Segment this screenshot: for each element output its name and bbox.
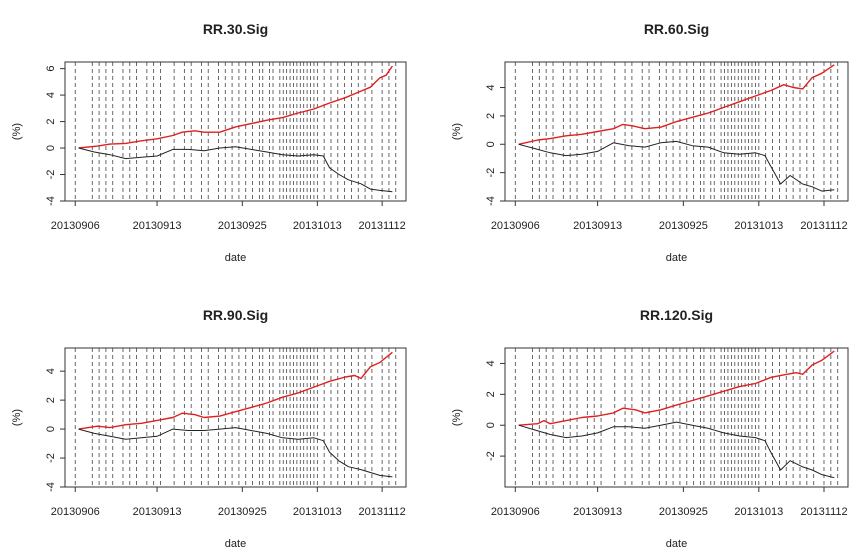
series-line-2: [78, 146, 393, 193]
x-tick-label: 20130913: [573, 220, 622, 232]
y-tick-label: -4: [45, 482, 57, 492]
x-tick-label: 20131013: [293, 220, 342, 232]
y-tick-label: 4: [45, 92, 57, 98]
y-tick-label: -4: [45, 196, 57, 206]
y-tick-label: 0: [45, 145, 57, 151]
x-axis-label: date: [666, 538, 687, 550]
y-axis-label: (%): [11, 123, 23, 140]
y-tick-label: 4: [485, 84, 497, 90]
chart-title: RR.60.Sig: [644, 21, 709, 37]
y-tick-label: -2: [45, 453, 57, 463]
y-tick-label: 0: [45, 426, 57, 432]
series-line-1: [518, 64, 835, 145]
series-line-2: [518, 421, 835, 479]
series-line-1: [78, 65, 393, 149]
y-axis-label: (%): [451, 409, 463, 426]
chart-panel-1: RR.30.Sig -4 -2 0 2 4 6 (%) 20130906 20130913 2013…: [11, 21, 407, 264]
x-axis-label: date: [225, 252, 246, 264]
y-axis-label: (%): [451, 123, 463, 140]
x-tick-label: 20131112: [358, 506, 405, 518]
y-tick-label: 2: [485, 113, 497, 119]
y-tick-label: -2: [485, 451, 497, 461]
y-tick-label: 2: [45, 119, 57, 125]
chart-panel-4: RR.120.Sig -2 0 2 4 (%) 20130906 20130913 201309…: [451, 307, 849, 550]
y-tick-label: 2: [485, 391, 497, 397]
x-tick-label: 20130913: [133, 220, 182, 232]
y-tick-label: 4: [485, 360, 497, 366]
plot-frame: [64, 347, 407, 488]
y-tick-label: -4: [485, 196, 497, 206]
x-tick-label: 20130906: [491, 220, 540, 232]
y-tick-label: -2: [485, 168, 497, 178]
chart-panel-2: RR.60.Sig -4 -2 0 2 4 (%) 20130906 20130913 20130…: [451, 21, 849, 264]
plot-frame: [64, 61, 407, 202]
x-axis-label: date: [225, 538, 246, 550]
x-tick-label: 20131013: [734, 220, 783, 232]
x-tick-label: 20131112: [800, 506, 847, 518]
x-tick-label: 20130925: [659, 220, 708, 232]
x-axis-label: date: [666, 252, 687, 264]
x-tick-label: 20131112: [358, 220, 405, 232]
x-tick-label: 20130906: [51, 220, 100, 232]
x-tick-label: 20131013: [293, 506, 342, 518]
y-tick-label: 2: [45, 397, 57, 403]
x-tick-label: 20130913: [133, 506, 182, 518]
x-tick-label: 20130913: [573, 506, 622, 518]
x-tick-label: 20130925: [659, 506, 708, 518]
y-tick-label: 6: [45, 66, 57, 72]
series-line-1: [518, 350, 835, 426]
chart-title: RR.30.Sig: [203, 21, 268, 37]
plot-frame: [504, 61, 849, 202]
series-line-1: [78, 351, 393, 430]
series-line-2: [78, 427, 393, 478]
x-tick-label: 20131112: [800, 220, 847, 232]
x-tick-label: 20130906: [491, 506, 540, 518]
y-tick-label: 0: [485, 422, 497, 428]
chart-title: RR.120.Sig: [640, 307, 713, 323]
y-tick-label: -2: [45, 170, 57, 180]
x-tick-label: 20130906: [51, 506, 100, 518]
series-line-2: [518, 140, 835, 192]
y-tick-label: 0: [485, 141, 497, 147]
x-tick-label: 20131013: [734, 506, 783, 518]
x-tick-label: 20130925: [218, 220, 267, 232]
x-tick-label: 20130925: [218, 506, 267, 518]
chart-panel-3: RR.90.Sig -4 -2 0 2 4 (%) 20130906 20130913 20130…: [11, 307, 407, 550]
y-axis-label: (%): [11, 409, 23, 426]
plot-frame: [504, 347, 849, 488]
y-tick-label: 4: [45, 368, 57, 374]
chart-title: RR.90.Sig: [203, 307, 268, 323]
